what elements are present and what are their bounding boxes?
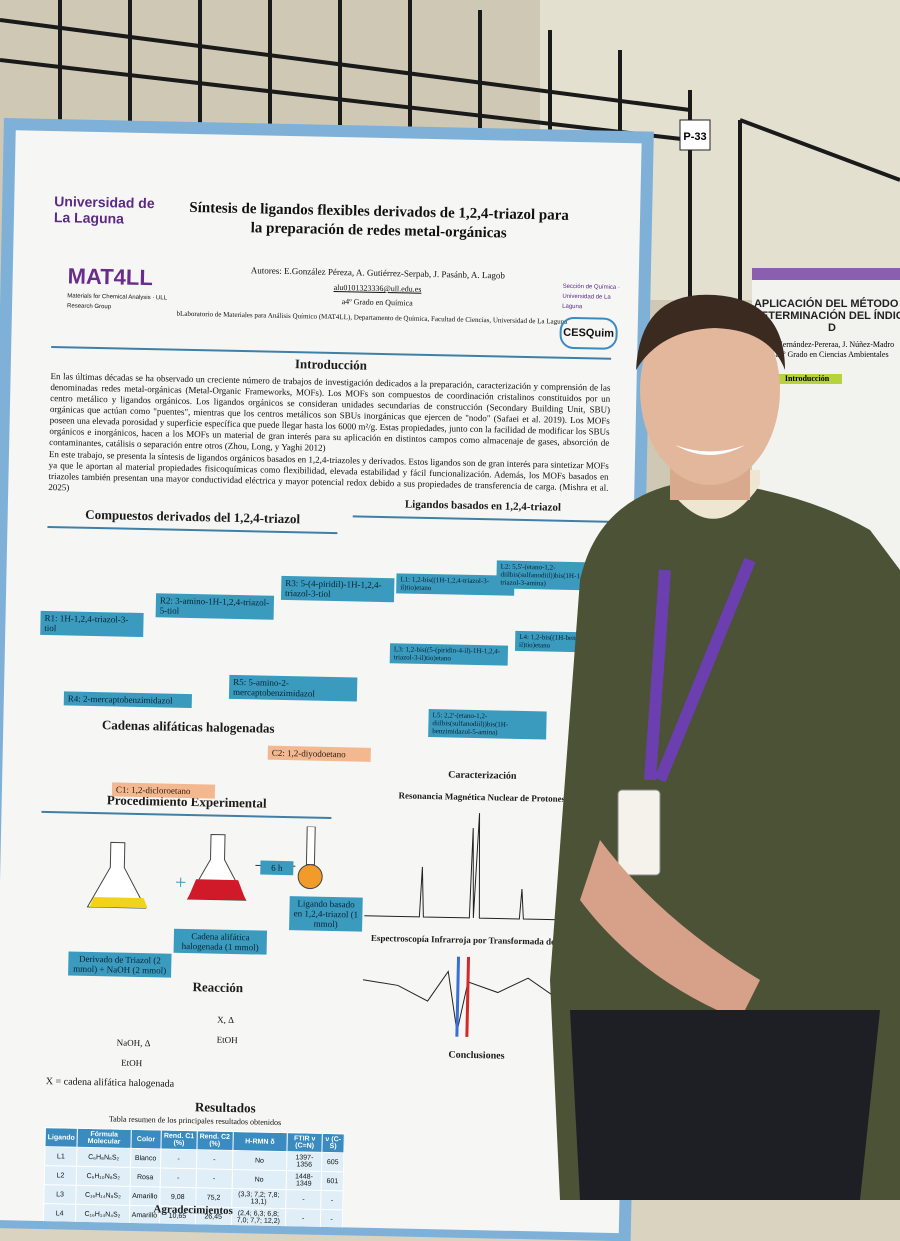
flask-liquid [187, 879, 246, 901]
board-number: P-33 [683, 131, 706, 143]
arm-hands [580, 840, 760, 1020]
flask-illustration: + [86, 825, 323, 909]
group-subtitle: Materials for Chemical Analysis · ULL Re… [67, 293, 167, 311]
neighbor-section: Introducción [772, 374, 842, 384]
procedure-label: 6 h [260, 860, 294, 876]
neighbor-degree: a4º Grado en Ciencias Ambientales [775, 350, 889, 359]
spectrum-line [364, 813, 595, 922]
neighbor-title: DETERMINACIÓN DEL ÍNDICE D [752, 310, 900, 334]
table-cell: - [194, 1225, 231, 1234]
table-cell: 1397-1356 [286, 1151, 322, 1172]
condenser [305, 825, 316, 866]
table-cell: - [285, 1227, 321, 1234]
divider [41, 810, 332, 820]
hair [636, 294, 785, 370]
chain-label: C1: 1,2-dicloroetano [111, 782, 216, 799]
spectrum-line [362, 970, 594, 1032]
compound-label: R4: 2-mercaptobenzimidazol [63, 691, 192, 709]
degree: a4º Grado en Química [341, 297, 413, 308]
chain-list [16, 130, 642, 143]
reaction-conditions [16, 130, 642, 143]
table-cell: - [160, 1149, 197, 1169]
flask-liquid [89, 897, 148, 909]
section-heading: Compuestos derivados del 1,2,4-triazol [85, 506, 301, 527]
table-cell: 1448-1349 [286, 1170, 322, 1191]
table-header: Fórmula Molecular [77, 1128, 132, 1149]
person [550, 294, 900, 1200]
board-number-plate [679, 119, 711, 151]
compound-label: R2: 3-amino-1H-1,2,4-triazol-5-tiol [155, 593, 275, 620]
ir-spectrum [362, 956, 594, 1037]
table-cell: - [160, 1168, 197, 1188]
reflux-flask [297, 864, 323, 890]
affiliation: bLaboratorio de Materiales para Análisis… [176, 309, 568, 326]
ligand-label: L3: 1,2-bis((5-(piridin-4-il)-1H-1,2,4-t… [389, 643, 509, 666]
poster: Universidad de La Laguna MAT4LL Material… [0, 130, 642, 1234]
group-logo: MAT4LL [67, 263, 154, 291]
reaction-condition: EtOH [121, 1057, 143, 1069]
table-cell: C₆H₁₀N₈S₂ [76, 1166, 131, 1187]
table-cell: L2 [44, 1165, 77, 1186]
intro-paragraph: En las últimas décadas se ha observado u… [49, 371, 611, 453]
university-logo: Universidad de La Laguna [53, 193, 155, 227]
procedure-labels [16, 130, 642, 143]
table-cell: 601 [321, 1171, 344, 1191]
nmr-spectrum [364, 813, 595, 922]
neighbor-title: APLICACIÓN DEL MÉTODO O [753, 298, 900, 310]
table-cell: - [320, 1228, 343, 1234]
procedure-label: Ligando basado en 1,2,4-triazol (1 mmol) [289, 896, 363, 932]
badge [617, 789, 661, 876]
table-cell: Rosa [129, 1167, 161, 1188]
smile [675, 445, 745, 455]
band-marker [455, 956, 461, 1037]
table-cell: - [159, 1224, 196, 1234]
compound-label: R1: 1H-1,2,4-triazol-3-tiol [40, 610, 144, 638]
face [640, 295, 780, 485]
table-cell: - [195, 1168, 233, 1189]
table-header: FTIR ν (C=N) [286, 1132, 323, 1153]
table-header: Ligando [44, 1127, 78, 1148]
table-cell: C₆H₈N₆S₂ [76, 1147, 131, 1168]
band-marker [465, 956, 471, 1037]
reaction-note: X = cadena alifática halogenada [45, 1076, 175, 1090]
table-cell: C₁₆H₁₆N₆S₂ [75, 1223, 130, 1234]
ligand-label: L5: 2,2'-(etano-1,2-diilbis(sulfanodiil)… [428, 709, 547, 740]
plus-sign: + [175, 872, 187, 894]
table-header: H-RMN δ [232, 1131, 288, 1152]
table-cell: No [232, 1150, 287, 1171]
neighbor-authors: J. Hernández-Pereraa, J. Núñez-Madro [769, 340, 895, 349]
ligand-list [16, 130, 642, 143]
table-header: Rend. C2 (%) [196, 1130, 233, 1151]
table-header: Color [130, 1129, 162, 1150]
compound-label: R3: 5-(4-piridil)-1H-1,2,4-triazol-3-tio… [280, 575, 395, 603]
section-heading: Reacción [192, 979, 244, 996]
table-cell: Negro [128, 1224, 160, 1234]
chain-label: C2: 1,2-diyodoetano [267, 745, 371, 762]
section-heading: Cadenas alifáticas halogenadas [101, 717, 275, 736]
table-cell: - [196, 1149, 233, 1170]
procedure-label: Derivado de Triazol (2 mmol) + NaOH (2 m… [68, 951, 172, 978]
reaction-condition: NaOH, Δ [116, 1037, 151, 1049]
lanyard [644, 557, 756, 783]
reaction-condition: X, Δ [217, 1014, 235, 1026]
table-cell: Blanco [130, 1148, 161, 1169]
compound-label: R5: 5-amino-2-mercaptobenzimidazol [228, 674, 358, 702]
table-cell: No [231, 1169, 287, 1190]
reaction-condition: EtOH [216, 1034, 238, 1046]
authors: Autores: E.González Péreza, A. Gutiérrez… [250, 265, 505, 281]
poster-title: Síntesis de ligandos flexibles derivados… [189, 199, 570, 242]
table-header: ν (C-S) [321, 1133, 345, 1153]
table-cell: L1 [44, 1146, 78, 1167]
table-cell: 605 [321, 1152, 344, 1172]
divider [47, 525, 338, 535]
table-cell: - [230, 1226, 286, 1234]
procedure-label: Cadena alifática halogenada (1 mmol) [173, 928, 268, 955]
poster-frame: Universidad de La Laguna MAT4LL Material… [0, 118, 654, 1241]
jeans [570, 1010, 880, 1200]
table-cell: L5 [43, 1222, 76, 1234]
compound-list [16, 130, 642, 143]
table-header: Rend. C1 (%) [160, 1130, 198, 1150]
